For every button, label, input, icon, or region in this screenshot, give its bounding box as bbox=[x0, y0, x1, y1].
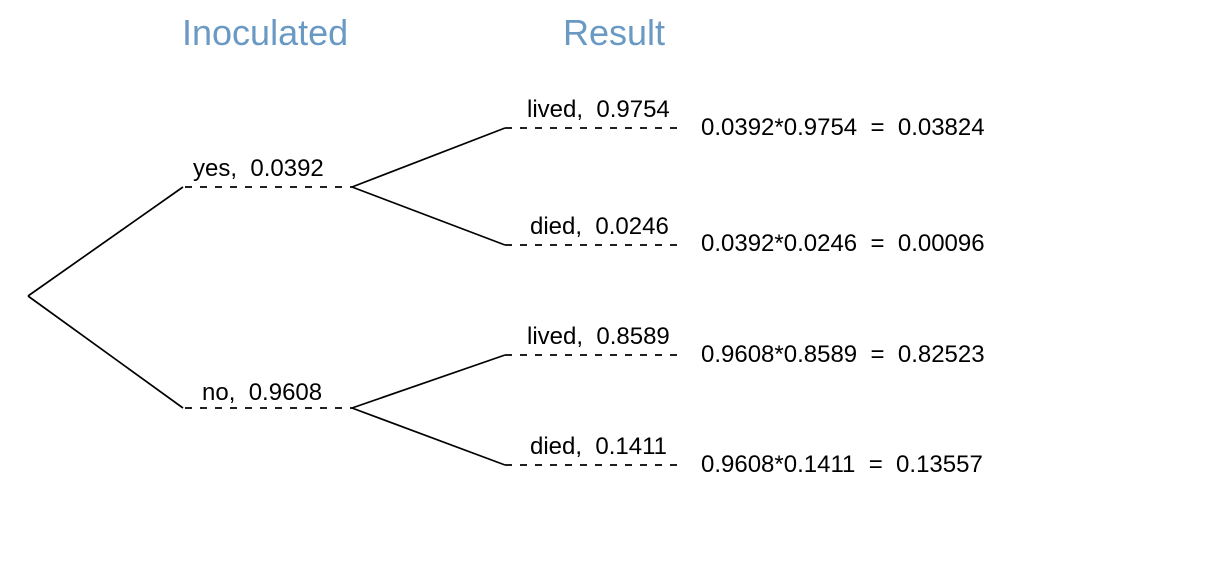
no-to-died-line bbox=[351, 407, 506, 466]
figure-caption: Figure 3.17: A tree diagram of the small… bbox=[203, 550, 779, 570]
branch-label-no: no, 0.9608 bbox=[202, 379, 323, 406]
branch-label-yes: yes, 0.0392 bbox=[193, 155, 324, 182]
leaf-label-lived-no: lived, 0.8589 bbox=[527, 323, 670, 350]
probability-product-lived-yes: 0.0392*0.9754 = 0.03824 bbox=[701, 114, 985, 141]
column-header-result: Result bbox=[563, 12, 666, 53]
root-to-no-line bbox=[27, 295, 184, 409]
probability-product-died-no: 0.9608*0.1411 = 0.13557 bbox=[701, 451, 983, 478]
column-header-inoculated: Inoculated bbox=[182, 12, 349, 53]
probability-product-lived-no: 0.9608*0.8589 = 0.82523 bbox=[701, 341, 985, 368]
leaf-label-died-yes: died, 0.0246 bbox=[530, 213, 669, 240]
probability-product-died-yes: 0.0392*0.0246 = 0.00096 bbox=[701, 230, 985, 257]
no-to-lived-line bbox=[351, 354, 506, 409]
yes-to-died-line bbox=[351, 186, 506, 246]
yes-to-lived-line bbox=[351, 127, 506, 188]
leaf-label-lived-yes: lived, 0.9754 bbox=[527, 96, 670, 123]
root-to-yes-line bbox=[27, 186, 184, 297]
leaf-label-died-no: died, 0.1411 bbox=[530, 433, 668, 460]
